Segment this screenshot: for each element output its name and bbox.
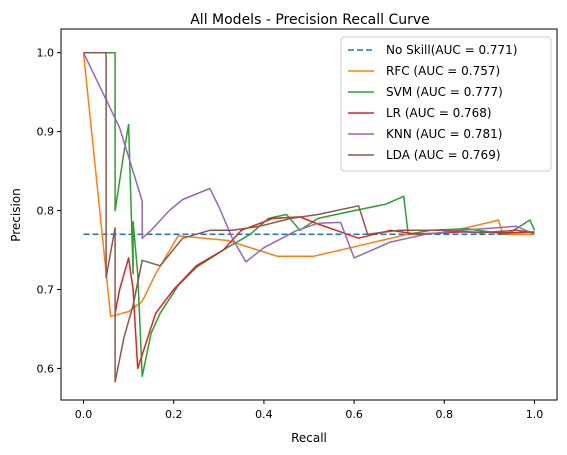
x-tick-label: 1.0 xyxy=(526,408,544,421)
legend-label-0: No Skill(AUC = 0.771) xyxy=(386,43,517,57)
legend-label-1: RFC (AUC = 0.757) xyxy=(386,64,500,78)
series-line-1 xyxy=(82,52,535,318)
y-axis-ticks: 0.6 0.7 0.8 0.9 1.0 xyxy=(37,47,61,375)
legend-label-3: LR (AUC = 0.768) xyxy=(386,106,492,120)
series-line-4 xyxy=(82,52,535,263)
x-axis-label: Recall xyxy=(291,431,327,445)
series-line-2 xyxy=(83,51,536,378)
y-tick-label: 0.8 xyxy=(37,205,55,218)
x-axis-ticks: 0.0 0.2 0.4 0.6 0.8 1.0 xyxy=(75,400,543,421)
plot-frame xyxy=(60,28,558,401)
y-tick-label: 0.6 xyxy=(37,362,55,375)
x-tick-label: 0.6 xyxy=(345,408,363,421)
y-axis-label: Precision xyxy=(9,188,23,242)
legend-label-5: LDA (AUC = 0.769) xyxy=(386,148,501,162)
x-tick-label: 0.2 xyxy=(165,408,183,421)
x-tick-label: 0.0 xyxy=(75,408,93,421)
legend-label-4: KNN (AUC = 0.781) xyxy=(386,127,502,141)
legend: No Skill(AUC = 0.771) RFC (AUC = 0.757) SV… xyxy=(340,36,552,172)
chart-title: All Models - Precision Recall Curve xyxy=(190,12,430,28)
x-tick-label: 0.8 xyxy=(436,408,454,421)
legend-label-2: SVM (AUC = 0.777) xyxy=(386,85,503,99)
y-tick-label: 0.7 xyxy=(37,283,55,296)
y-tick-label: 1.0 xyxy=(37,47,55,60)
series-layer xyxy=(82,51,536,383)
series-line-3 xyxy=(114,216,535,370)
legend-box xyxy=(340,36,552,172)
y-tick-label: 0.9 xyxy=(37,126,55,139)
x-tick-label: 0.4 xyxy=(255,408,273,421)
series-line-5 xyxy=(83,51,535,383)
